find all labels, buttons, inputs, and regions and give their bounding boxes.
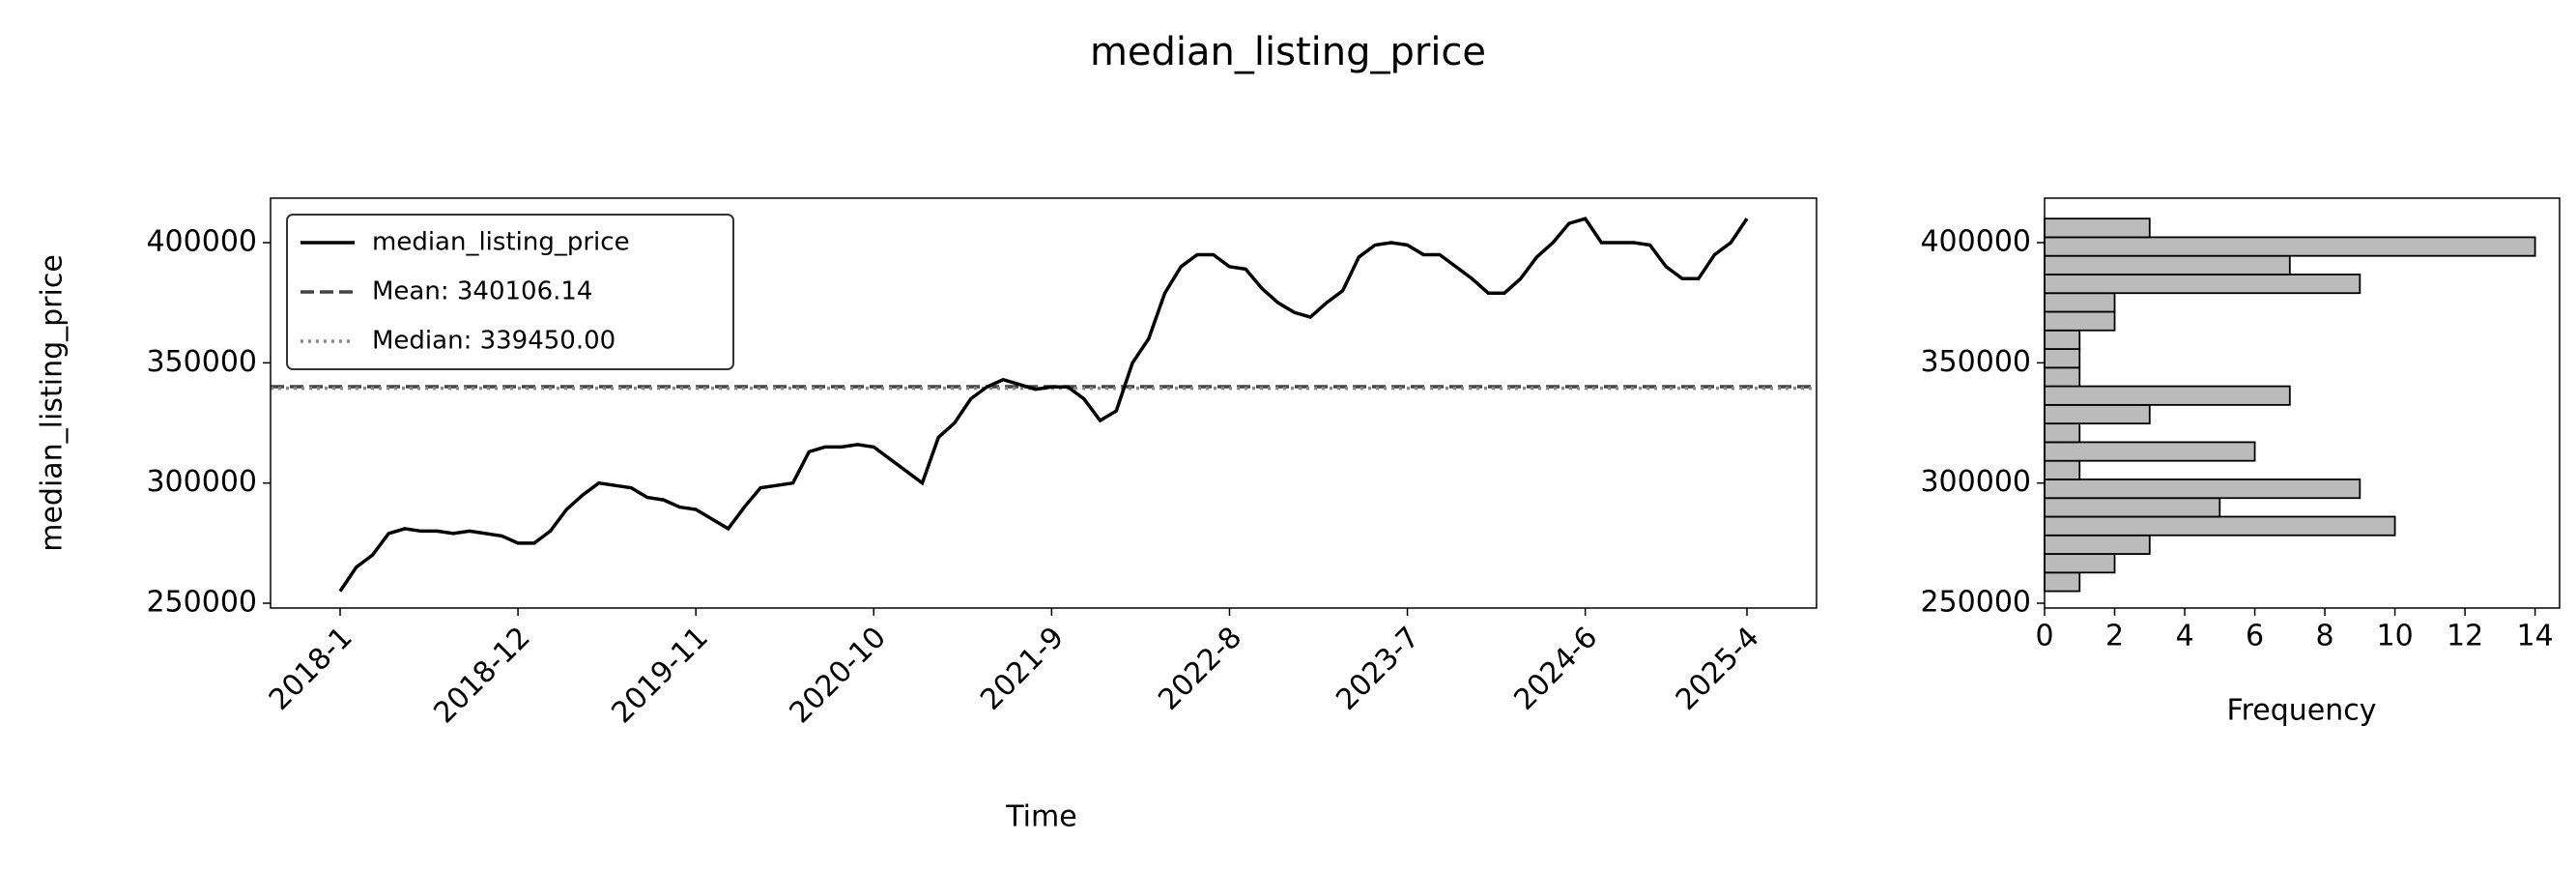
- chart-title: median_listing_price: [1090, 30, 1486, 74]
- y-tick-label: 400000: [146, 225, 257, 259]
- x-tick-label: 6: [2246, 620, 2264, 653]
- x-tick-label: 4: [2175, 620, 2193, 653]
- histogram-bar: [2044, 534, 2151, 555]
- x-axis-label: Frequency: [2227, 694, 2377, 728]
- legend-label: median_listing_price: [372, 228, 630, 257]
- x-tick-label: 2: [2105, 620, 2124, 653]
- x-tick-label: 2019-11: [605, 621, 714, 730]
- x-tick-label: 2023-7: [1330, 621, 1426, 717]
- y-axis-label: median_listing_price: [36, 254, 70, 552]
- histogram-bar: [2044, 459, 2081, 480]
- histogram-bar: [2044, 366, 2081, 388]
- histogram-bar: [2044, 515, 2396, 536]
- x-axis-label: Time: [1005, 800, 1076, 834]
- y-tick-label: 300000: [146, 465, 257, 499]
- legend-label: Median: 339450.00: [372, 327, 615, 356]
- histogram-bar: [2044, 497, 2221, 518]
- x-tick-label: 2020-10: [784, 621, 893, 730]
- y-tick-label: 250000: [1920, 586, 2031, 620]
- histogram-bar: [2044, 553, 2116, 574]
- x-tick-label: 2018-12: [427, 621, 536, 730]
- legend-label: Mean: 340106.14: [372, 277, 592, 306]
- data-line: [338, 217, 1749, 593]
- histogram-bar: [2044, 571, 2081, 593]
- y-tick-label: 300000: [1920, 465, 2031, 499]
- histogram-bar: [2044, 385, 2291, 406]
- histogram-bar: [2044, 254, 2291, 276]
- histogram-bar: [2044, 422, 2081, 444]
- x-tick-label: 2024-6: [1507, 621, 1604, 717]
- histogram-bar: [2044, 329, 2081, 350]
- x-tick-label: 2022-8: [1152, 621, 1248, 717]
- histogram-bar: [2044, 441, 2256, 462]
- histogram-bar: [2044, 274, 2361, 295]
- histogram-bar: [2044, 218, 2151, 239]
- histogram-bar: [2044, 236, 2536, 257]
- x-tick-label: 8: [2316, 620, 2334, 653]
- y-tick-label: 250000: [146, 586, 257, 620]
- x-tick-label: 2018-1: [263, 621, 359, 717]
- histogram-bar: [2044, 310, 2116, 332]
- y-tick-label: 400000: [1920, 225, 2031, 259]
- x-tick-label: 12: [2447, 620, 2483, 653]
- histogram-bar: [2044, 348, 2081, 369]
- x-tick-label: 14: [2517, 620, 2554, 653]
- y-tick-label: 350000: [146, 345, 257, 379]
- histogram-bar: [2044, 292, 2116, 313]
- x-tick-label: 0: [2035, 620, 2053, 653]
- histogram-bar: [2044, 478, 2361, 500]
- plot-frame: [270, 197, 1818, 609]
- legend-box: [286, 214, 734, 370]
- y-tick-label: 350000: [1920, 345, 2031, 379]
- x-tick-label: 2021-9: [974, 621, 1071, 717]
- histogram-bar: [2044, 403, 2151, 425]
- x-tick-label: 10: [2376, 620, 2413, 653]
- plot-frame: [2044, 197, 2561, 609]
- x-tick-label: 2025-4: [1670, 621, 1766, 717]
